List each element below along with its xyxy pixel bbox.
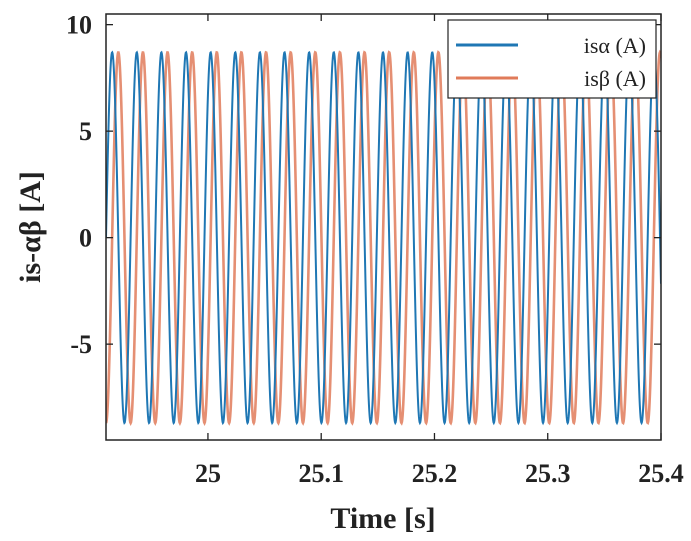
y-axis-label: is-αβ [A] bbox=[14, 171, 47, 283]
series-layer bbox=[106, 49, 661, 426]
plot-area-frame bbox=[105, 13, 662, 441]
legend-label-isbeta: isβ (A) bbox=[584, 66, 646, 91]
series-line-0 bbox=[106, 50, 661, 426]
x-tick-label: 25.2 bbox=[412, 459, 458, 488]
x-tick-label: 25.1 bbox=[298, 459, 344, 488]
y-tick-label: -5 bbox=[70, 330, 92, 359]
y-tick-label: 0 bbox=[79, 224, 92, 253]
legend-label-isalpha: isα (A) bbox=[584, 33, 646, 58]
x-axis: 25 25.1 25.2 25.3 25.4 bbox=[195, 14, 684, 488]
x-tick-label: 25.3 bbox=[525, 459, 571, 488]
x-tick-label: 25.4 bbox=[638, 459, 684, 488]
x-axis-label: Time [s] bbox=[330, 502, 435, 535]
y-tick-label: 5 bbox=[79, 117, 92, 146]
y-axis: 10 5 0 -5 bbox=[66, 11, 661, 359]
legend-box bbox=[447, 19, 657, 99]
y-tick-label: 10 bbox=[66, 11, 92, 40]
legend: isα (A) isβ (A) bbox=[447, 19, 657, 99]
series-line-1 bbox=[106, 49, 661, 426]
x-tick-label: 25 bbox=[195, 459, 221, 488]
